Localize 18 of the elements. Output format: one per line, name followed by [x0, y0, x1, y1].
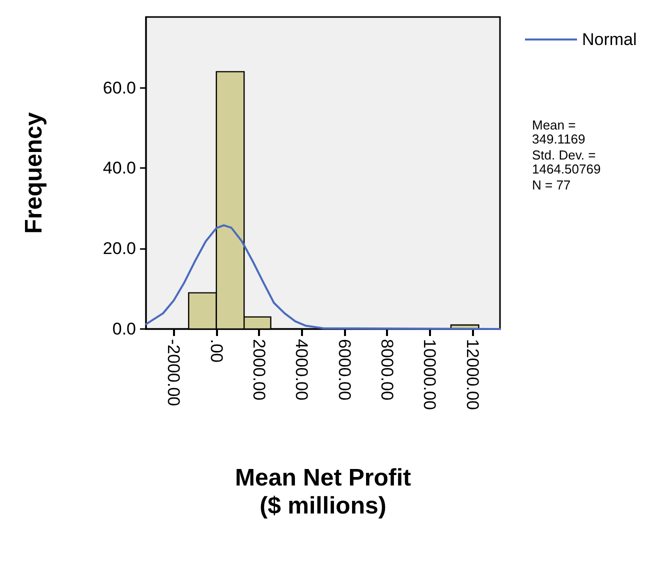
y-tick-label: 60.0	[102, 78, 136, 98]
y-tick-label: 40.0	[102, 158, 136, 178]
y-axis-title: Frequency	[20, 112, 48, 234]
x-tick-label: .00	[206, 339, 226, 363]
text: Std. Dev. = 1464.50769	[532, 148, 601, 176]
x-tick-label: 6000.00	[334, 339, 354, 400]
x-tick-label: 2000.00	[250, 339, 269, 400]
x-tick-label: 10000.00	[420, 339, 440, 410]
text: Mean = 349.1169	[532, 118, 586, 146]
y-tick-label: 0.0	[112, 320, 136, 338]
x-tick-label: 4000.00	[292, 339, 312, 400]
x-tick-label: 8000.00	[377, 339, 396, 400]
x-tick-label: 12000.00	[462, 339, 482, 410]
legend-label: Normal	[582, 30, 637, 49]
x-axis-title: Mean Net Profit ($ millions)	[234, 464, 412, 520]
x-tick-label: -2000.00	[164, 339, 184, 406]
y-tick-label: 20.0	[102, 239, 136, 258]
text: N = 77	[532, 178, 571, 192]
